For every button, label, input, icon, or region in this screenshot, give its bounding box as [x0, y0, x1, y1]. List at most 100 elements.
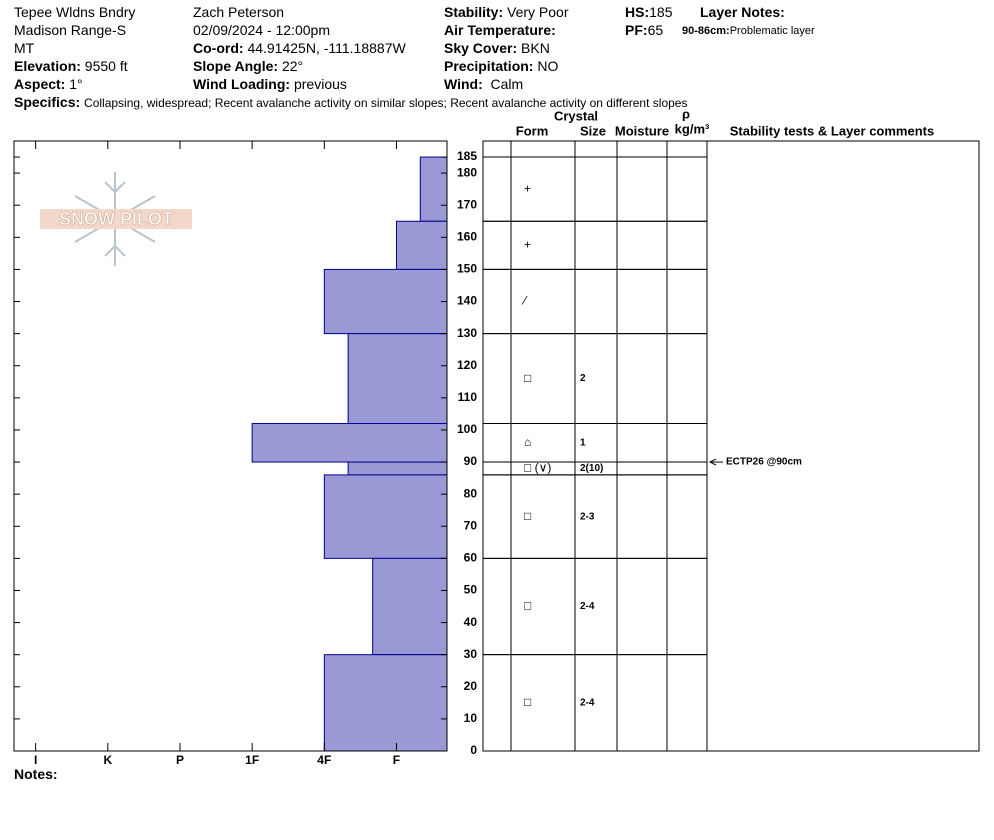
column-header: Form [516, 123, 549, 138]
y-tick-label: 120 [457, 358, 477, 372]
value: 1° [69, 76, 83, 92]
y-tick-label: 80 [464, 486, 478, 500]
hardness-bar [251, 423, 448, 463]
column-header: Size [580, 123, 606, 138]
datetime: 02/09/2024 - 12:00pm [193, 22, 330, 38]
specifics: Specifics: Collapsing, widespread; Recen… [14, 93, 687, 112]
label: Layer Notes: [700, 4, 785, 20]
y-tick-label: 170 [457, 197, 477, 211]
aspect: Aspect: 1° [14, 75, 83, 93]
test-arrow-head [708, 458, 717, 466]
grain-form: □ (∨) [524, 461, 551, 475]
location: Tepee Wldns Bndry [14, 4, 136, 20]
label: Sky Cover: [444, 40, 518, 56]
grain-form: □ [524, 371, 531, 385]
y-tick-label: 160 [457, 229, 477, 243]
label: Wind Loading: [193, 76, 291, 92]
x-tick-label: F [393, 753, 400, 767]
label: HS: [625, 4, 650, 20]
value: 9550 ft [84, 58, 128, 74]
test-text: ECTP26 @90cm [726, 457, 802, 468]
x-tick-label: 4F [317, 753, 331, 767]
y-tick-label: 100 [457, 422, 477, 436]
value: 65 [647, 22, 664, 38]
value: Calm [490, 76, 524, 92]
grain-form: □ [524, 509, 531, 523]
coord: Co-ord: 44.91425N, -111.18887W [193, 39, 406, 57]
hardness-bar [323, 268, 448, 335]
notes: Notes: [14, 765, 58, 783]
y-tick-label: 30 [464, 647, 478, 661]
column-header: Moisture [615, 123, 669, 138]
label: Slope Angle: [193, 58, 279, 74]
y-tick-label: 50 [464, 583, 478, 597]
column-header: Stability tests & Layer comments [730, 123, 934, 138]
grain-form: + [524, 238, 531, 252]
logo-band [40, 209, 192, 229]
value: 44.91425N, -111.18887W [247, 40, 406, 56]
grain-form: + [524, 181, 531, 195]
hardness-bar [419, 156, 448, 222]
precipitation: Precipitation: NO [444, 57, 558, 75]
grain-form: □ [524, 599, 531, 613]
logo-text: SNOW PILOT [59, 209, 173, 229]
hardness-bar [323, 474, 448, 559]
value: NO [537, 58, 559, 74]
value: BKN [521, 40, 550, 56]
hardness-bar [372, 557, 448, 656]
y-tick-label: 110 [458, 390, 478, 404]
x-tick-label: P [176, 753, 184, 767]
column-header: kg/m³ [675, 121, 710, 136]
label: Stability: [444, 4, 504, 20]
label: Air Temperature: [444, 22, 556, 38]
label: Aspect: [14, 76, 66, 92]
air-temperature: Air Temperature: [444, 21, 556, 39]
state: MT [14, 40, 35, 56]
grain-form: ⌂ [524, 435, 531, 449]
grain-size: 2 [580, 373, 586, 384]
layer-note: 90-86cm:Problematic layer [682, 22, 815, 40]
wind-loading: Wind Loading: previous [193, 75, 347, 93]
grain-size: 2-4 [580, 697, 595, 708]
grain-size: 1 [580, 437, 586, 448]
y-tick-label: 70 [464, 518, 478, 532]
label: Co-ord: [193, 40, 244, 56]
text: Problematic layer [729, 25, 815, 37]
y-tick-label: 0 [470, 743, 477, 757]
stability: Stability: Very Poor [444, 3, 569, 21]
grain-form: ⁄ [521, 294, 528, 308]
y-tick-label: 150 [457, 262, 477, 276]
plot-frame [13, 140, 448, 752]
layer-notes-label: Layer Notes: [700, 3, 785, 21]
value: Collapsing, widespread; Recent avalanche… [84, 96, 688, 110]
range: Madison Range-S [14, 22, 127, 38]
value: Very Poor [507, 4, 569, 20]
hs: HS:185 [625, 3, 672, 21]
value: 22° [281, 58, 304, 74]
y-tick-label: 20 [464, 679, 478, 693]
x-tick-label: K [103, 753, 112, 767]
y-tick-label: 40 [464, 615, 478, 629]
hardness-bar [323, 654, 448, 752]
logo [74, 172, 156, 266]
slope-angle: Slope Angle: 22° [193, 57, 303, 75]
label: Specifics: [14, 94, 81, 110]
observer: Zach Peterson [193, 4, 285, 20]
depth: 90-86cm: [682, 25, 730, 37]
pf: PF:65 [625, 21, 663, 39]
label: Elevation: [14, 58, 81, 74]
y-tick-label: 130 [457, 326, 477, 340]
grain-size: 2(10) [580, 463, 603, 474]
y-tick-label: 10 [464, 711, 478, 725]
grain-size: 2-4 [580, 601, 595, 612]
y-tick-label: 140 [457, 294, 477, 308]
table-frame [482, 140, 980, 752]
sky-cover: Sky Cover: BKN [444, 39, 550, 57]
grain-form: □ [524, 695, 531, 709]
y-tick-label: 185 [457, 149, 477, 163]
hardness-bar [347, 461, 448, 476]
elevation: Elevation: 9550 ft [14, 57, 128, 75]
y-tick-label: 180 [457, 165, 477, 179]
